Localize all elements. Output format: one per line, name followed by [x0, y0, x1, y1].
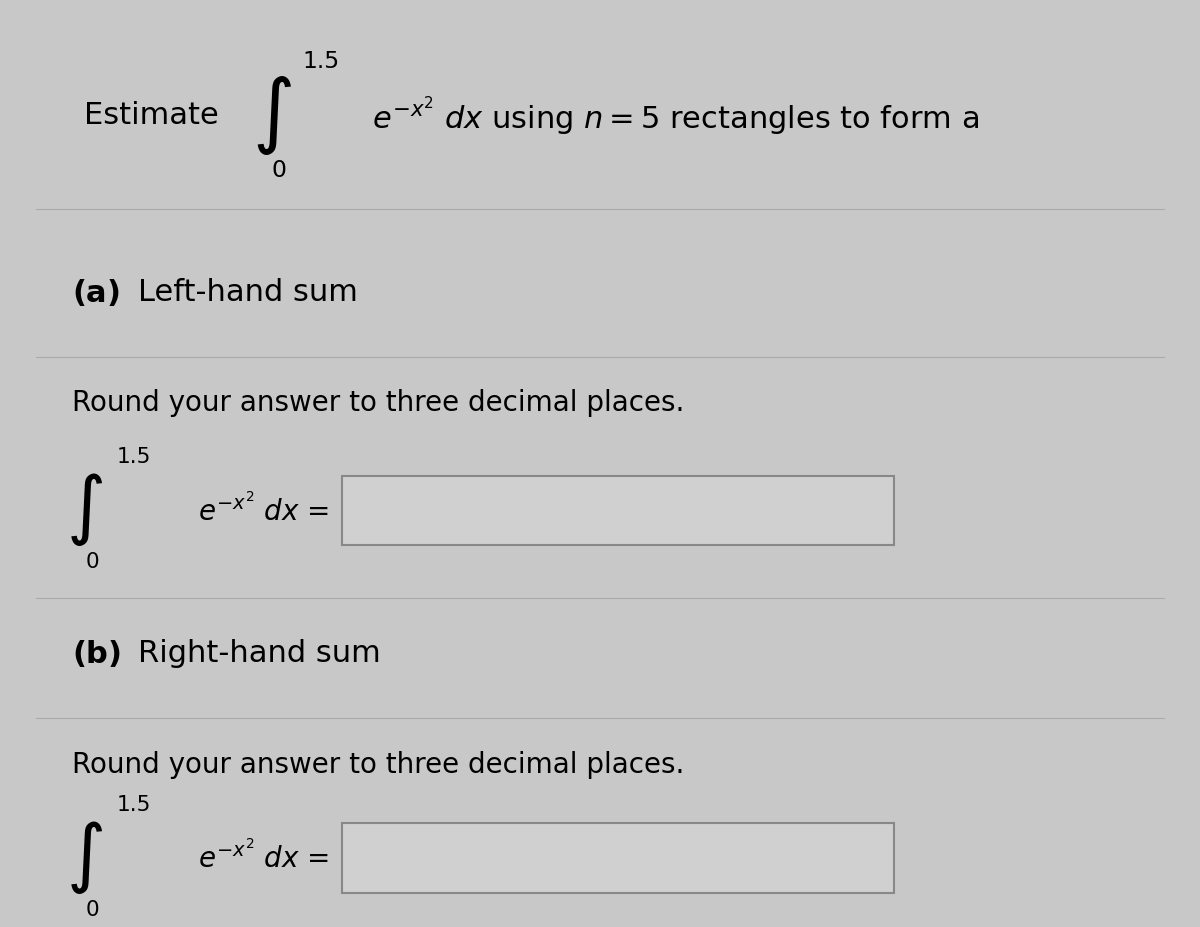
Text: $\mathbf{(a)}$: $\mathbf{(a)}$ — [72, 276, 120, 308]
Text: $e^{-x^2}$ $dx$ =: $e^{-x^2}$ $dx$ = — [198, 493, 329, 527]
Text: 1.5: 1.5 — [302, 50, 340, 73]
Text: 0: 0 — [271, 159, 286, 182]
Text: Round your answer to three decimal places.: Round your answer to three decimal place… — [72, 389, 684, 417]
Text: 0: 0 — [85, 552, 98, 573]
Text: $e^{-x^2}$ $dx$ using $n = 5$ rectangles to form a: $e^{-x^2}$ $dx$ using $n = 5$ rectangles… — [372, 95, 979, 137]
Text: $\int$: $\int$ — [66, 819, 103, 896]
Text: $e^{-x^2}$ $dx$ =: $e^{-x^2}$ $dx$ = — [198, 841, 329, 874]
Text: $\int$: $\int$ — [66, 471, 103, 549]
Text: 1.5: 1.5 — [116, 447, 151, 467]
FancyBboxPatch shape — [342, 823, 894, 893]
Text: Round your answer to three decimal places.: Round your answer to three decimal place… — [72, 751, 684, 779]
Text: $\mathbf{(b)}$: $\mathbf{(b)}$ — [72, 638, 121, 669]
Text: 0: 0 — [85, 900, 98, 921]
FancyBboxPatch shape — [342, 476, 894, 545]
Text: Right-hand sum: Right-hand sum — [138, 639, 380, 668]
Text: $\int$: $\int$ — [252, 75, 292, 157]
Text: Left-hand sum: Left-hand sum — [138, 277, 358, 307]
Text: 1.5: 1.5 — [116, 794, 151, 815]
Text: Estimate: Estimate — [84, 101, 218, 131]
